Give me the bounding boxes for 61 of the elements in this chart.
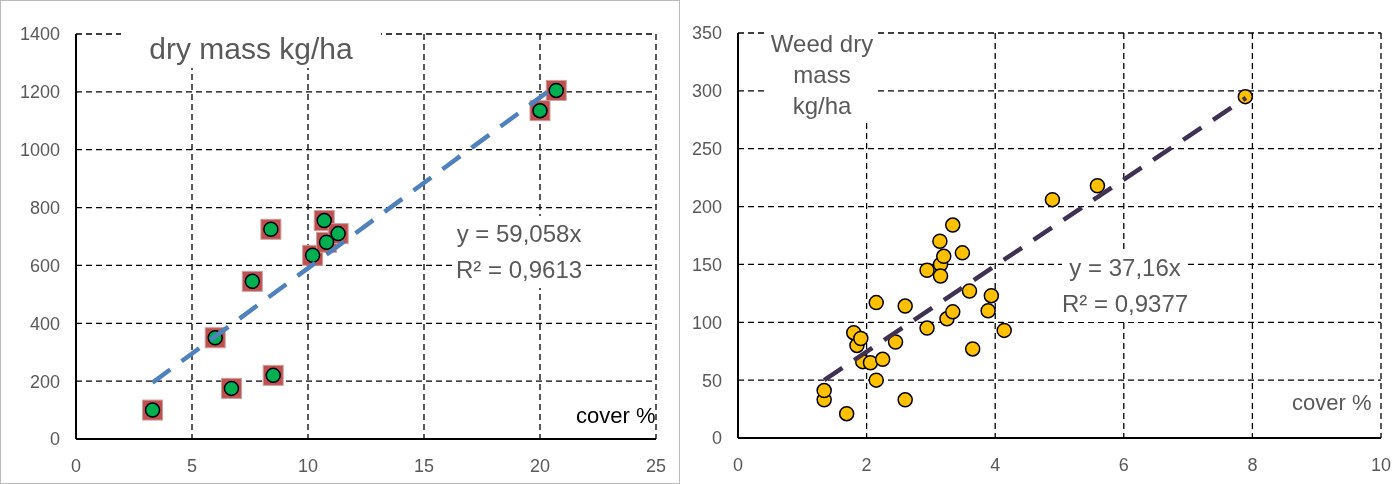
x-tick-label: 6	[1118, 454, 1129, 475]
x-tick-label: 20	[529, 455, 551, 476]
x-tick-label: 0	[70, 455, 82, 476]
point	[897, 392, 913, 408]
point	[853, 330, 869, 347]
x-tick-label: 0	[732, 454, 744, 475]
y-tick-label: 200	[29, 371, 60, 392]
annotation: R² = 0,9613	[456, 255, 583, 285]
annotation: R² = 0,9377	[1062, 289, 1189, 319]
point	[980, 302, 996, 319]
point	[996, 322, 1012, 339]
x-tick-label: 25	[645, 455, 667, 476]
x-tick-label: 15	[413, 455, 435, 476]
point	[887, 334, 904, 350]
y-tick-label: 200	[691, 196, 722, 217]
y-tick-label: 50	[701, 370, 722, 391]
y-tick-label: 250	[691, 139, 722, 160]
point	[945, 217, 961, 233]
x-tick-label: 5	[186, 455, 198, 476]
point	[936, 248, 952, 265]
point	[816, 382, 832, 399]
y-tick-label: 0	[49, 429, 60, 450]
y-tick-label: 1400	[19, 24, 60, 45]
y-tick-label: 400	[29, 313, 60, 334]
y-tick-label: 1000	[19, 140, 60, 161]
point	[874, 351, 891, 368]
point	[945, 304, 961, 320]
point	[983, 287, 1000, 304]
y-tick-label: 800	[29, 197, 60, 218]
x-axis-title: cover %	[1292, 390, 1372, 416]
point	[932, 233, 948, 250]
x-tick-label: 8	[1247, 454, 1258, 475]
point	[897, 298, 913, 314]
point	[868, 294, 884, 311]
x-tick-label: 4	[990, 454, 1001, 475]
point	[932, 268, 949, 284]
x-tick-label: 10	[297, 455, 319, 476]
point	[1044, 191, 1061, 208]
x-tick-label: 10	[1370, 454, 1392, 475]
y-tick-label: 300	[691, 81, 722, 102]
point	[1089, 177, 1106, 194]
y-tick-label: 150	[691, 254, 722, 275]
x-axis-title: cover %	[576, 403, 656, 429]
y-tick-label: 100	[691, 312, 722, 333]
point	[868, 372, 884, 388]
point	[838, 405, 855, 422]
y-tick-label: 0	[711, 428, 722, 449]
point	[954, 245, 971, 261]
annotation: y = 37,16x	[1068, 253, 1182, 283]
point	[919, 262, 935, 278]
point	[919, 320, 935, 336]
chart-title: dry mass kg/ha	[121, 29, 381, 68]
annotation: y = 59,058x	[456, 219, 583, 249]
y-tick-label: 350	[691, 23, 722, 44]
x-tick-label: 2	[861, 454, 872, 475]
text: Weed dry mass kg/ha	[767, 28, 877, 122]
y-tick-label: 600	[29, 255, 60, 276]
point	[961, 283, 978, 299]
point	[964, 341, 981, 357]
point	[862, 355, 879, 371]
y-tick-label: 1200	[19, 82, 60, 103]
